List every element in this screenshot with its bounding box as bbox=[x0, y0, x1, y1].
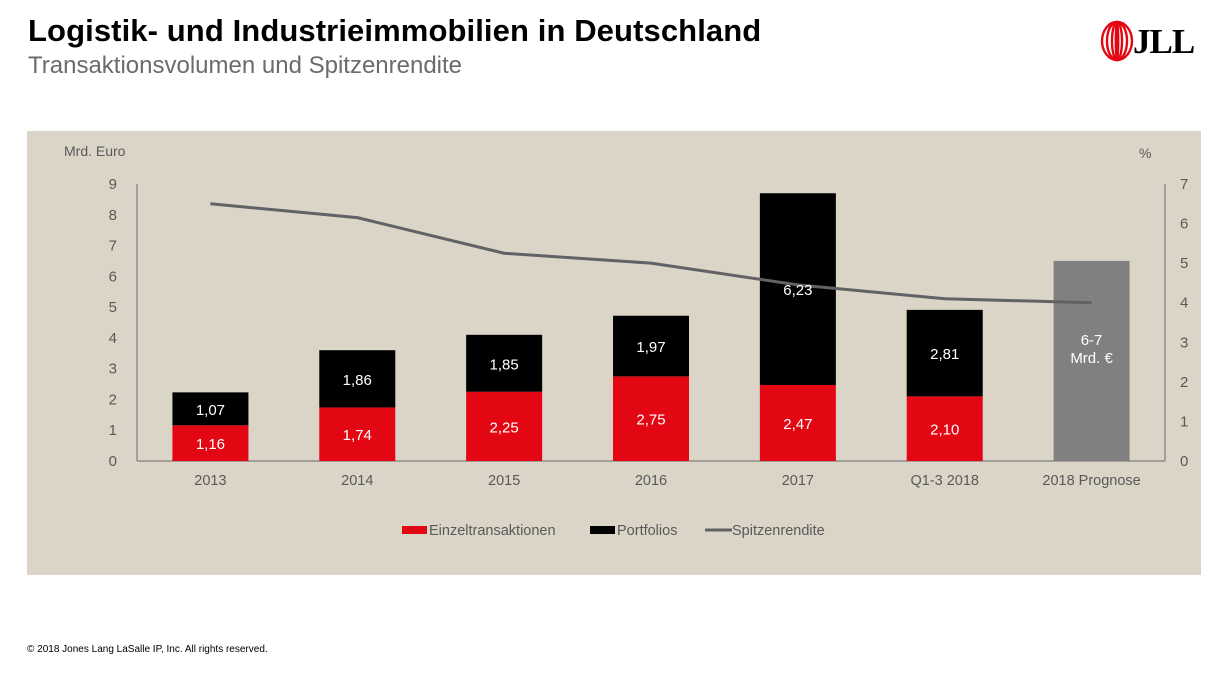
bar-einzeltransaktionen bbox=[906, 396, 983, 461]
x-tick-label: 2013 bbox=[194, 473, 226, 489]
right-tick-label: 4 bbox=[1180, 295, 1188, 312]
data-label-portfolios: 1,86 bbox=[343, 372, 372, 389]
legend-swatch-portfolios bbox=[590, 526, 615, 534]
x-tick-label: 2018 Prognose bbox=[1042, 473, 1140, 489]
x-tick-label: 2015 bbox=[488, 473, 520, 489]
bar-portfolios bbox=[906, 309, 983, 397]
left-tick-label: 7 bbox=[109, 238, 117, 255]
bar-einzeltransaktionen bbox=[466, 391, 543, 461]
bar-portfolios bbox=[466, 334, 543, 392]
right-tick-label: 3 bbox=[1180, 334, 1188, 351]
left-tick-label: 2 bbox=[109, 391, 117, 408]
left-tick-label: 8 bbox=[109, 207, 117, 224]
data-label-einzeltransaktionen: 1,74 bbox=[343, 427, 372, 444]
x-tick-label: 2016 bbox=[635, 473, 667, 489]
data-label-prognose: 6-7 bbox=[1081, 332, 1103, 349]
line-spitzenrendite bbox=[210, 202, 1092, 305]
bar-einzeltransaktionen bbox=[759, 384, 836, 461]
chart: Mrd. Euro % 0 1 2 3 4 5 6 7 8 9 0 1 2 3 4 5 6 7 2013 2014 20… bbox=[64, 143, 1188, 539]
data-label-portfolios: 2,81 bbox=[930, 346, 959, 363]
bar-einzeltransaktionen bbox=[319, 407, 396, 461]
left-axis-title: Mrd. Euro bbox=[64, 143, 126, 159]
legend-item: Einzeltransaktionen bbox=[402, 523, 556, 539]
jll-logo-icon bbox=[1100, 20, 1134, 62]
right-axis-title: % bbox=[1139, 145, 1151, 161]
left-tick-label: 5 bbox=[109, 299, 117, 316]
jll-logo-text: JLL bbox=[1133, 22, 1195, 61]
right-tick-label: 1 bbox=[1180, 413, 1188, 430]
copyright-footer: © 2018 Jones Lang LaSalle IP, Inc. All r… bbox=[27, 644, 268, 655]
bar-einzeltransaktionen bbox=[613, 376, 689, 461]
data-label-portfolios: 1,97 bbox=[636, 339, 665, 356]
data-label-portfolios: 1,85 bbox=[490, 356, 519, 373]
legend-label: Portfolios bbox=[617, 523, 677, 539]
data-label-einzeltransaktionen: 2,25 bbox=[490, 419, 519, 436]
x-tick-label: 2014 bbox=[341, 473, 373, 489]
legend-item: Spitzenrendite bbox=[705, 523, 825, 539]
right-tick-label: 6 bbox=[1180, 216, 1188, 233]
legend-swatch-einzeltransaktionen bbox=[402, 526, 427, 534]
left-tick-label: 0 bbox=[109, 453, 117, 470]
left-tick-label: 1 bbox=[109, 422, 117, 439]
data-label-einzeltransaktionen: 2,75 bbox=[636, 412, 665, 429]
bar-portfolios bbox=[319, 350, 396, 408]
page-title: Logistik- und Industrieimmobilien in Deu… bbox=[28, 13, 762, 48]
left-tick-label: 4 bbox=[109, 330, 117, 347]
left-tick-label: 9 bbox=[109, 176, 117, 193]
legend-label: Spitzenrendite bbox=[732, 523, 825, 539]
data-label-einzeltransaktionen: 2,10 bbox=[930, 422, 959, 439]
data-label-prognose: Mrd. € bbox=[1070, 350, 1113, 367]
legend-item: Portfolios bbox=[590, 523, 677, 539]
page-subtitle: Transaktionsvolumen und Spitzenrendite bbox=[28, 52, 463, 79]
bar-portfolios bbox=[759, 193, 836, 385]
x-tick-label: Q1-3 2018 bbox=[910, 473, 979, 489]
left-tick-label: 3 bbox=[109, 361, 117, 378]
right-tick-label: 2 bbox=[1180, 374, 1188, 391]
data-label-portfolios: 6,23 bbox=[783, 282, 812, 299]
right-tick-label: 0 bbox=[1180, 453, 1188, 470]
bar-portfolios bbox=[613, 315, 689, 377]
chart-panel: Mrd. Euro % 0 1 2 3 4 5 6 7 8 9 0 1 2 3 4 5 6 7 2013 2014 20… bbox=[27, 131, 1201, 575]
bar-portfolios bbox=[172, 392, 249, 426]
right-tick-label: 5 bbox=[1180, 255, 1188, 272]
bar-prognose bbox=[1053, 260, 1130, 461]
bar-einzeltransaktionen bbox=[172, 425, 249, 461]
data-label-einzeltransaktionen: 1,16 bbox=[196, 436, 225, 453]
right-tick-label: 7 bbox=[1180, 176, 1188, 193]
data-label-portfolios: 1,07 bbox=[196, 402, 225, 419]
data-label-einzeltransaktionen: 2,47 bbox=[783, 416, 812, 433]
legend-label: Einzeltransaktionen bbox=[429, 523, 556, 539]
x-tick-label: 2017 bbox=[782, 473, 814, 489]
left-tick-label: 6 bbox=[109, 268, 117, 285]
